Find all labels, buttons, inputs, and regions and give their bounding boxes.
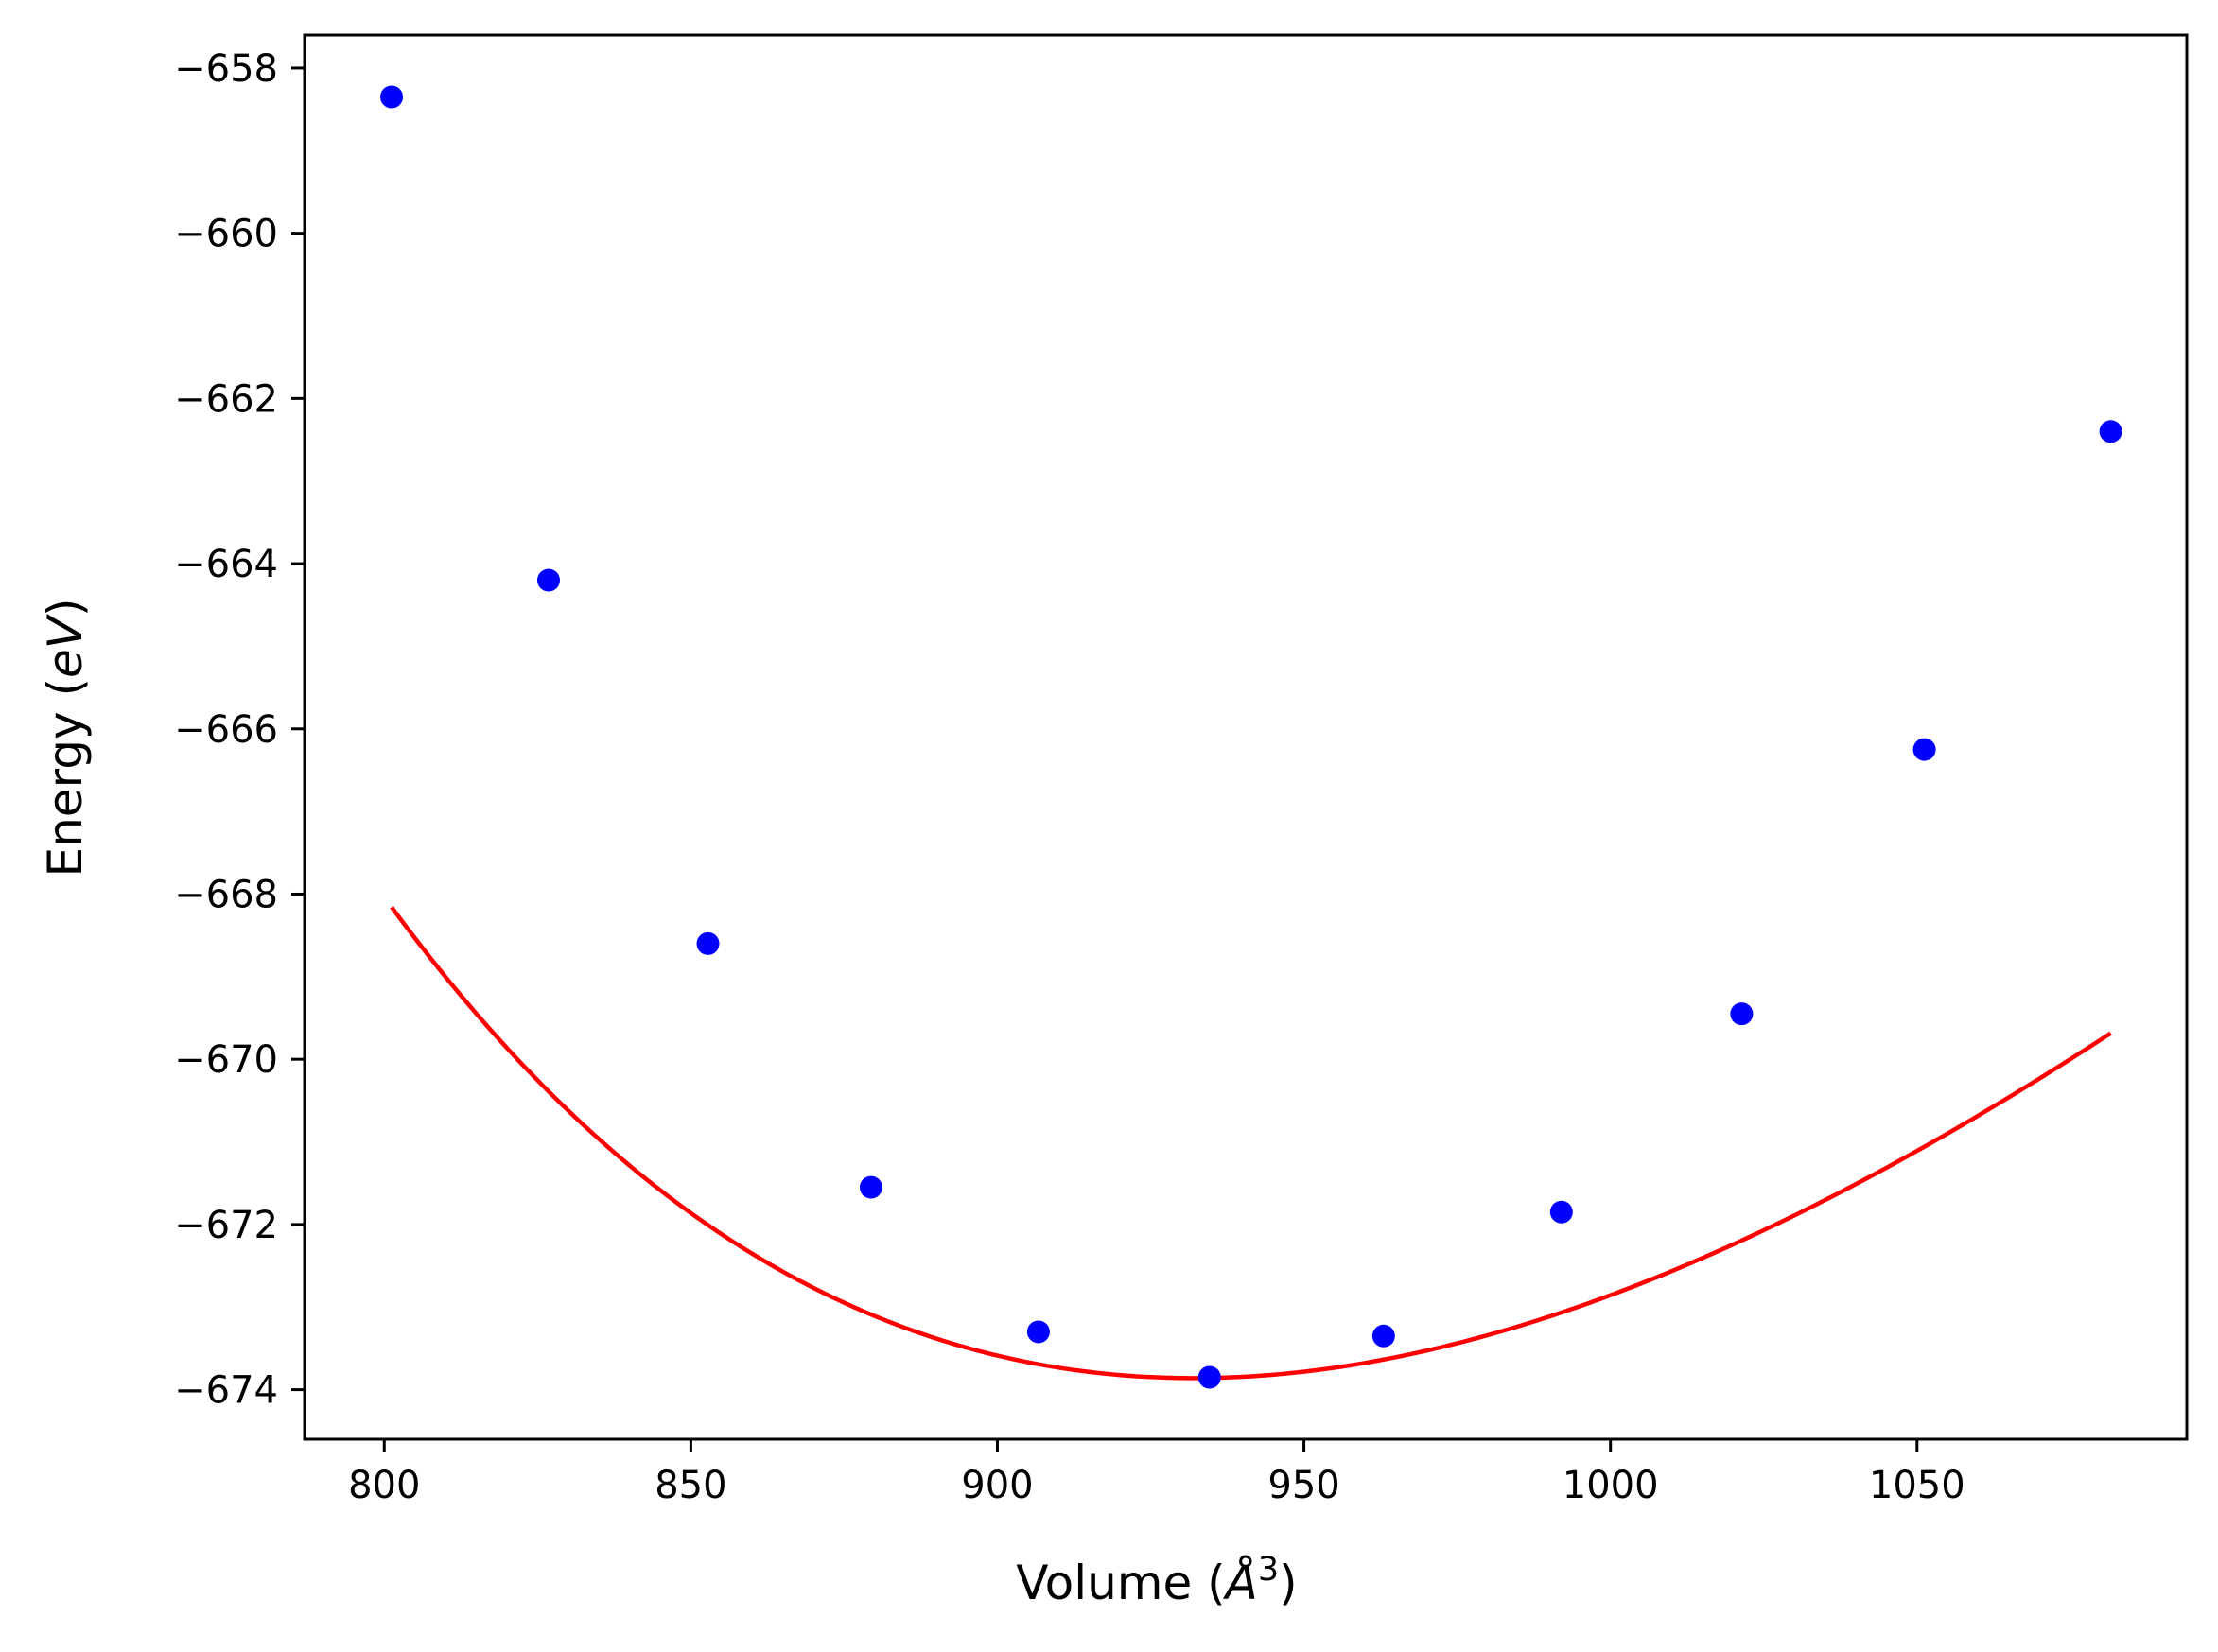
data-point [1912,738,1936,761]
axes-layer: 800 850 900 950 1000 1050 −658 −660 −662 −664 −666… [174,33,2189,1507]
data-point [380,85,404,109]
plot-layer [380,85,2122,1389]
data-point [1730,1002,1754,1026]
x-axis-label-text: Volume ( [1016,1556,1225,1610]
data-point [2099,420,2122,443]
y-axis-label-text: Energy ( [38,678,93,877]
fit-curve [390,905,2112,1381]
x-axis-label: Volume (Å3) [1016,1551,1297,1610]
y-tick-label: −658 [174,47,278,91]
x-tick-label: 1050 [1869,1464,1965,1507]
x-tick-label: 800 [348,1464,420,1507]
x-tick-label: 900 [961,1464,1033,1507]
y-tick-label: −668 [174,873,278,916]
y-axis-label: Energy (eV) [38,599,93,878]
data-point [1026,1320,1050,1344]
y-tick-label: −660 [174,213,278,256]
x-axis-label-close: ) [1279,1556,1298,1610]
data-point [536,568,560,592]
y-tick-label: −662 [174,377,278,421]
x-axis-label-unit: Å [1223,1556,1258,1610]
y-axis-label-close: ) [38,599,93,617]
x-tick-label: 1000 [1563,1464,1659,1507]
y-tick-label: −672 [174,1204,278,1247]
y-tick-label: −674 [174,1369,278,1413]
data-point [696,931,720,955]
y-tick-label: −670 [174,1038,278,1082]
data-point [1371,1324,1395,1348]
data-point [1197,1365,1221,1389]
data-point [1549,1200,1573,1224]
x-tick-label: 950 [1267,1464,1339,1507]
data-point [859,1175,882,1199]
plot-frame [303,33,2189,1441]
y-tick-label: −666 [174,708,278,752]
x-axis-label-exponent: 3 [1258,1551,1279,1589]
y-tick-label: −664 [174,543,278,586]
x-tick-label: 850 [655,1464,726,1507]
y-axis-label-unit: eV [38,613,93,678]
